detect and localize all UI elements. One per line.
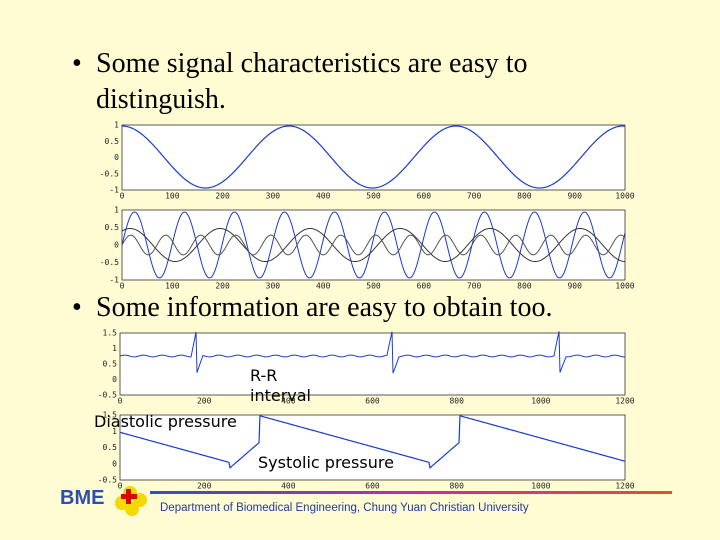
bullet: • Some signal characteristics are easy to… [72,46,612,118]
x-tick-label: 600 [417,282,432,291]
y-tick-label: -0.5 [100,169,119,178]
y-tick-label: 1 [114,206,119,215]
x-tick-label: 100 [165,282,180,291]
logo-text: BME [60,487,105,509]
x-tick-label: 1000 [531,482,550,491]
y-tick-label: 0.5 [105,137,120,146]
y-tick-label: 0 [114,153,119,162]
x-tick-label: 0 [118,397,123,406]
x-tick-label: 200 [215,192,230,201]
x-tick-label: 800 [517,192,532,201]
x-tick-label: 1000 [615,282,634,291]
y-tick-label: 1 [112,344,117,353]
annotation: R-R interval [250,366,311,405]
x-tick-label: 0 [120,282,125,291]
y-tick-label: 1.5 [103,329,118,338]
x-tick-label: 400 [316,192,331,201]
footer-rule [150,491,672,494]
y-tick-label: 0 [114,241,119,250]
x-tick-label: 300 [266,192,281,201]
x-tick-label: 200 [197,397,212,406]
annotation: Systolic pressure [258,453,394,472]
y-tick-label: 1 [114,121,119,130]
x-tick-label: 800 [449,482,464,491]
x-tick-label: 400 [281,482,296,491]
x-tick-label: 100 [165,192,180,201]
y-tick-label: 0 [112,375,117,384]
x-tick-label: 500 [366,282,381,291]
waveform [119,331,626,374]
waveform [119,415,626,469]
plot-area [119,332,626,396]
bullet-text: Some information are easy to obtain too. [96,292,553,323]
logo-flower [115,486,147,516]
x-tick-label: 600 [365,397,380,406]
x-tick-label: 900 [567,282,582,291]
y-tick-label: 0.5 [105,223,120,232]
y-tick-label: -0.5 [98,391,117,400]
x-tick-label: 300 [266,282,281,291]
waveform [121,125,626,189]
waveform [121,227,626,263]
department: Department of Biomedical Engineering, Ch… [160,502,529,514]
x-tick-label: 400 [316,282,331,291]
bullet: • Some information are easy to obtain too… [72,290,672,326]
y-tick-label: -1 [109,186,119,195]
x-tick-label: 700 [467,282,482,291]
x-tick-label: 1000 [615,192,634,201]
x-tick-label: 900 [567,192,582,201]
x-tick-label: 0 [120,192,125,201]
x-tick-label: 200 [215,282,230,291]
x-tick-label: 700 [467,192,482,201]
plot-area [119,414,626,481]
x-tick-label: 600 [417,192,432,201]
y-tick-label: -0.5 [100,258,119,267]
x-tick-label: 200 [197,482,212,491]
y-tick-label: 1 [112,427,117,436]
x-tick-label: 600 [365,482,380,491]
x-tick-label: 400 [281,397,296,406]
x-tick-label: 800 [517,282,532,291]
y-tick-label: 0.5 [103,443,118,452]
x-tick-label: 0 [118,482,123,491]
y-tick-label: -0.5 [98,476,117,485]
y-tick-label: 0 [112,459,117,468]
y-tick-label: -1 [109,276,119,285]
y-tick-label: 0.5 [103,360,118,369]
x-tick-label: 1200 [615,397,634,406]
annotation: Diastolic pressure [94,412,237,431]
bullet-text: Some signal characteristics are easy to … [96,48,528,115]
waveform [121,211,626,279]
plot-area [121,124,626,191]
waveform [121,234,626,256]
x-tick-label: 1200 [615,482,634,491]
x-tick-label: 1000 [531,397,550,406]
x-tick-label: 800 [449,397,464,406]
y-tick-label: 1.5 [103,411,118,420]
x-tick-label: 500 [366,192,381,201]
